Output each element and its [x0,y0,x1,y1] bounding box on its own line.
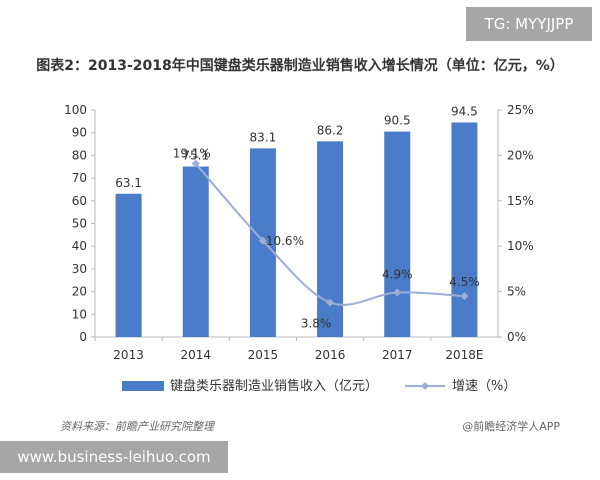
y-left-tick-label: 40 [72,239,87,253]
legend-line-label: 增速（%） [452,379,516,394]
legend-bar-label: 键盘类乐器制造业销售收入（亿元） [170,378,378,394]
y-right-tick-label: 20% [507,148,534,162]
x-tick-label: 2013 [113,348,144,362]
growth-value-label: 4.9% [382,268,413,282]
bar [182,166,209,337]
y-right-tick-label: 15% [507,194,534,208]
y-left-tick-label: 70 [72,171,87,185]
growth-value-label: 10.6% [266,234,304,248]
x-tick-label: 2016 [315,348,346,362]
y-left-tick-label: 0 [79,330,87,344]
y-left-tick-label: 30 [72,262,87,276]
growth-value-label: 19.1% [173,147,211,161]
x-tick-label: 2014 [180,348,211,362]
bar-value-label: 75.1 [182,149,209,163]
growth-point [258,236,267,245]
legend-line-marker [421,382,429,390]
overlay-tag: TG: MYYJJPP [466,7,592,41]
bar [115,193,142,337]
y-right-tick-label: 0% [507,330,526,344]
x-tick-label: 2015 [248,348,279,362]
x-tick-label: 2018E [445,348,483,362]
growth-point [460,292,469,301]
x-tick-label: 2017 [382,348,413,362]
growth-line [194,162,465,306]
brand-note: @前瞻经济学人APP [462,420,560,433]
bar-value-label: 83.1 [250,130,277,144]
bar [317,141,344,337]
y-left-tick-label: 10 [72,307,87,321]
growth-point [393,288,402,297]
bar-value-label: 63.1 [115,176,142,190]
y-left-tick-label: 60 [72,194,87,208]
growth-value-label: 4.5% [449,275,480,289]
bar [384,131,411,337]
y-right-tick-label: 25% [507,103,534,117]
y-right-tick-label: 5% [507,285,526,299]
chart-title: 图表2：2013-2018年中国键盘类乐器制造业销售收入增长情况（单位：亿元，%… [36,58,564,74]
source-note: 资料来源：前瞻产业研究院整理 [60,420,214,433]
bar [451,122,478,337]
y-left-tick-label: 80 [72,148,87,162]
growth-point [191,159,200,168]
growth-value-label: 3.8% [301,316,332,330]
y-left-tick-label: 20 [72,285,87,299]
bar-value-label: 86.2 [317,123,344,137]
bar-value-label: 94.5 [451,104,478,118]
legend-bar-swatch [122,381,164,391]
y-left-tick-label: 100 [64,103,87,117]
bar-value-label: 90.5 [384,114,411,128]
y-left-tick-label: 50 [72,217,87,231]
growth-point [326,298,335,307]
y-right-tick-label: 10% [507,239,534,253]
url-bar: www.business-leihuo.com [0,441,228,473]
y-left-tick-label: 90 [72,126,87,140]
